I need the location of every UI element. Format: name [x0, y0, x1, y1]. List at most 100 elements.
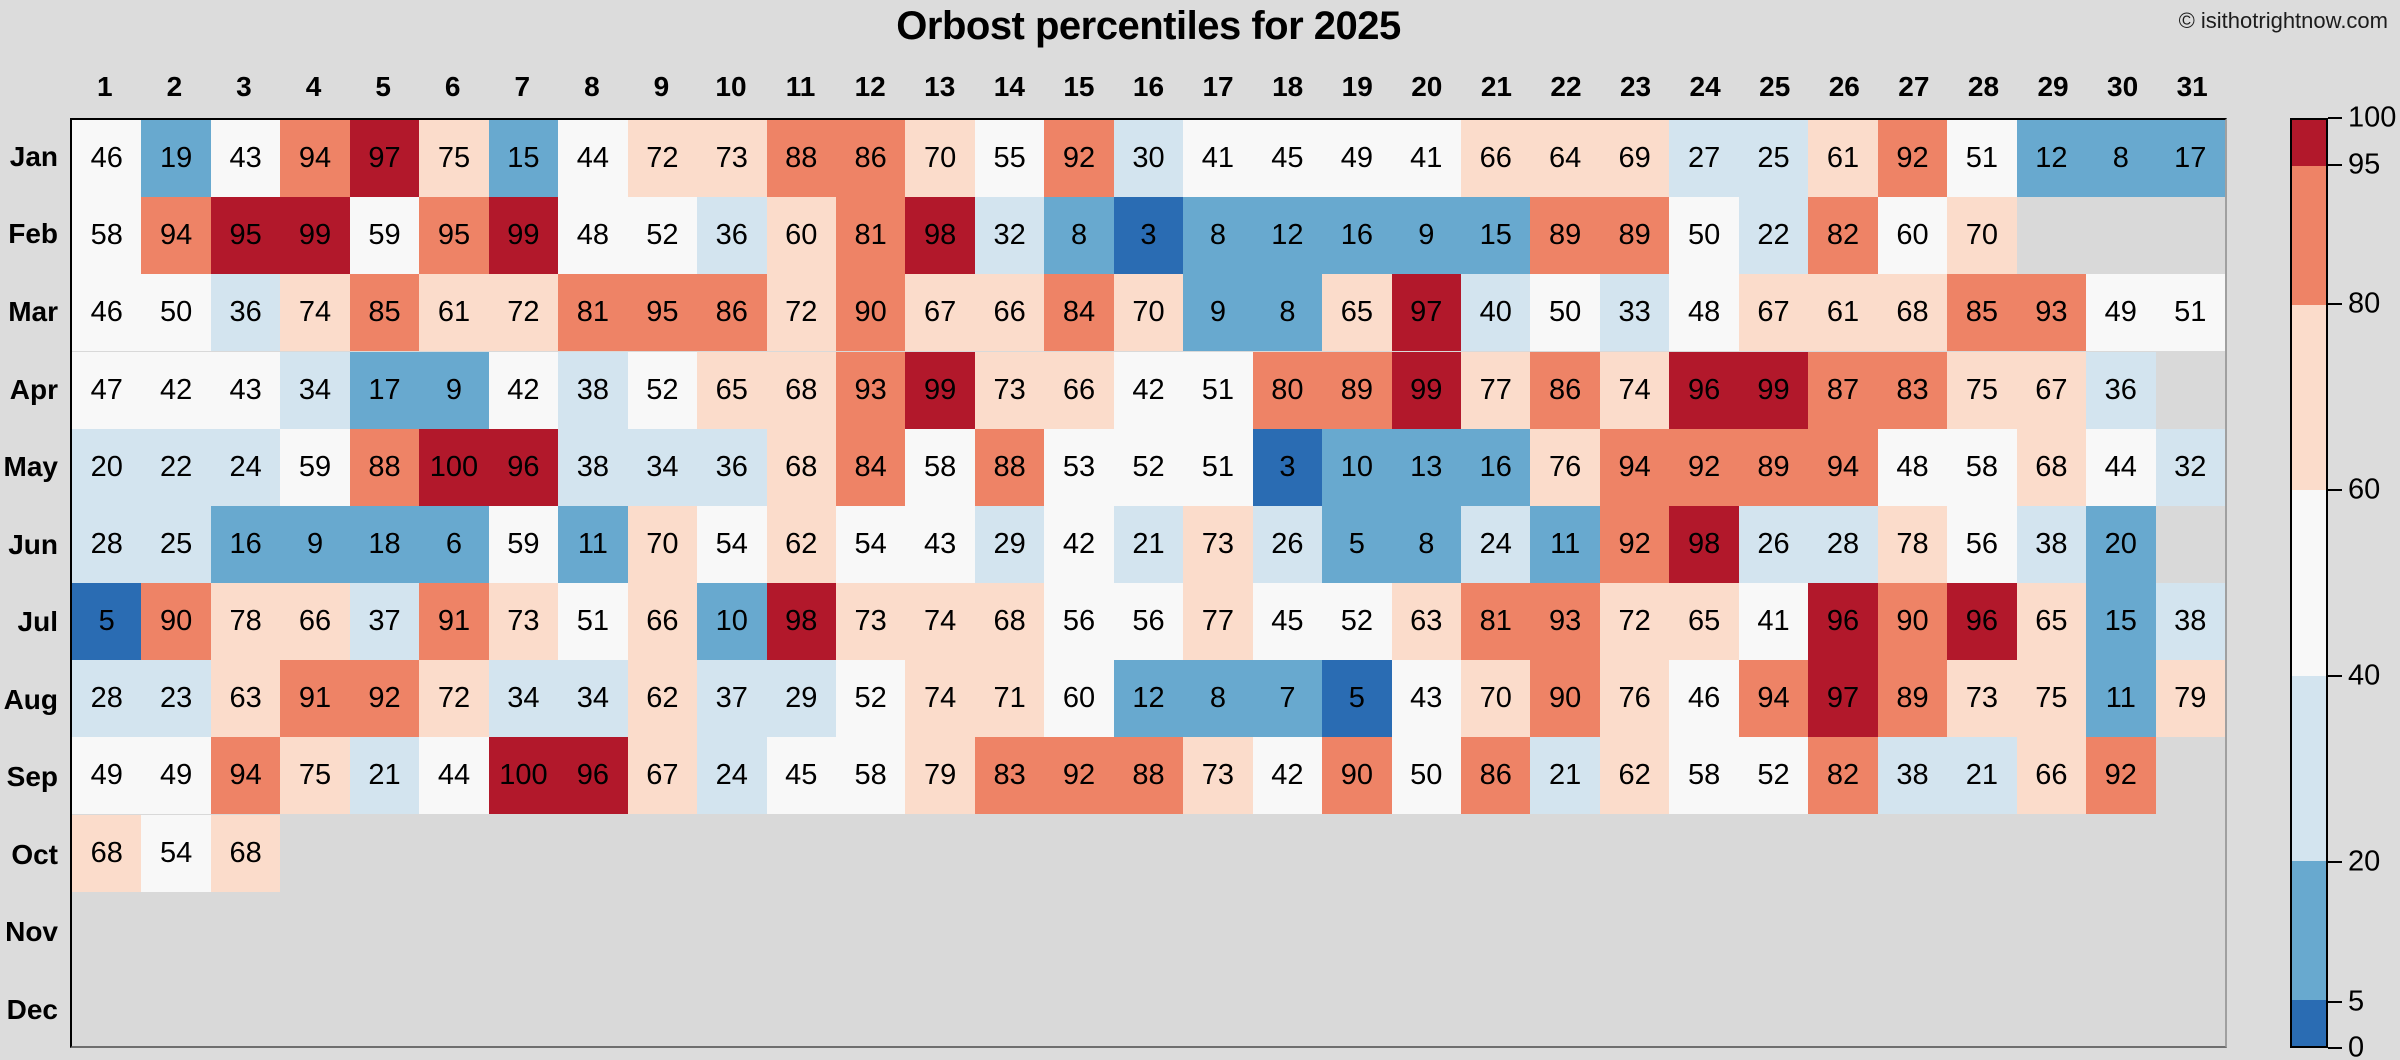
colorbar-tick-label: 60	[2348, 473, 2381, 506]
day-header: 18	[1272, 71, 1304, 102]
heatmap-cell: 45	[766, 737, 836, 815]
heatmap-cell: 12	[2016, 120, 2087, 198]
heatmap-cell: 98	[1669, 505, 1739, 583]
heatmap-cell: 89	[1322, 351, 1392, 429]
heatmap-cell: 70	[1461, 660, 1531, 738]
heatmap-cell: 88	[1113, 737, 1184, 815]
heatmap-cell: 74	[1599, 351, 1670, 429]
heatmap-cell: 48	[558, 197, 628, 275]
heatmap-cell: 72	[766, 274, 836, 352]
colorbar-tick-label: 40	[2348, 659, 2381, 692]
heatmap-cell: 53	[1044, 428, 1114, 506]
heatmap-cell: 99	[280, 197, 350, 275]
heatmap-cell: 79	[905, 737, 975, 815]
heatmap-cell: 93	[2016, 274, 2087, 352]
heatmap-cell: 85	[349, 274, 420, 352]
heatmap-cell: 79	[2155, 660, 2225, 738]
heatmap-cell: 68	[2016, 428, 2087, 506]
day-header: 24	[1689, 71, 1721, 102]
heatmap-cell: 36	[210, 274, 281, 352]
day-header: 26	[1828, 71, 1860, 102]
heatmap-cell: 41	[1738, 583, 1809, 661]
heatmap-cell: 45	[1252, 583, 1323, 661]
heatmap-cell: 52	[1322, 583, 1392, 661]
heatmap-cell: 73	[1947, 660, 2017, 738]
heatmap-cell: 63	[210, 660, 281, 738]
heatmap-cell: 36	[2086, 351, 2156, 429]
heatmap-cell: 51	[2155, 274, 2225, 352]
heatmap-cell: 66	[974, 274, 1045, 352]
heatmap-cell: 91	[280, 660, 350, 738]
colorbar-tick	[2328, 1000, 2342, 1003]
colorbar-tick-labels: 0 5 20 40 60 80 95 100	[2328, 102, 2400, 1060]
colorbar-tick	[2328, 675, 2342, 677]
month-label: Apr	[9, 373, 58, 405]
day-header: 14	[993, 71, 1025, 102]
heatmap-cell: 94	[1808, 428, 1878, 506]
colorbar-tick	[2328, 861, 2342, 863]
heatmap-cell: 74	[280, 274, 350, 352]
heatmap-cell: 81	[835, 197, 906, 275]
heatmap-cell: 50	[141, 274, 211, 352]
heatmap-cell: 70	[1113, 274, 1184, 352]
heatmap-cell: 99	[905, 351, 975, 429]
heatmap-cell: 72	[419, 660, 489, 738]
heatmap-cell: 59	[280, 428, 350, 506]
heatmap-cell: 66	[627, 583, 698, 661]
heatmap-cell: 66	[2016, 737, 2087, 815]
colorbar-segment	[2292, 166, 2326, 306]
day-header: 4	[305, 71, 322, 102]
heatmap-cell: 88	[974, 428, 1045, 506]
heatmap-cell: 17	[349, 351, 420, 429]
month-label: Feb	[8, 218, 58, 250]
heatmap-cell: 52	[835, 660, 906, 738]
heatmap-cell: 10	[697, 583, 767, 661]
colorbar	[2290, 118, 2328, 1048]
heatmap-cell: 62	[627, 660, 698, 738]
heatmap-cell: 15	[2086, 583, 2156, 661]
heatmap-cell: 90	[141, 583, 211, 661]
heatmap-cell: 68	[210, 814, 281, 892]
colorbar-segment	[2292, 120, 2326, 167]
heatmap-cell: 95	[627, 274, 698, 352]
heatmap-cell: 69	[1599, 120, 1670, 198]
heatmap-cell: 70	[905, 120, 975, 198]
day-header: 7	[514, 71, 531, 102]
heatmap-cell: 51	[1947, 120, 2017, 198]
heatmap-cell: 18	[349, 505, 420, 583]
heatmap-cell: 86	[1461, 737, 1531, 815]
heatmap-cell: 3	[1113, 197, 1184, 275]
heatmap-cell: 45	[1252, 120, 1323, 198]
heatmap-cell: 94	[1599, 428, 1670, 506]
heatmap-cell: 80	[1252, 351, 1323, 429]
day-header: 11	[785, 71, 816, 102]
heatmap-cell: 78	[210, 583, 281, 661]
heatmap-cell: 96	[1808, 583, 1878, 661]
heatmap-cell: 58	[905, 428, 975, 506]
day-header: 22	[1550, 71, 1582, 102]
heatmap-cell: 42	[141, 351, 211, 429]
heatmap-cell: 8	[1252, 274, 1323, 352]
heatmap-cell: 42	[1113, 351, 1184, 429]
heatmap-cell: 47	[72, 351, 142, 429]
day-header: 9	[653, 71, 670, 102]
heatmap-cell: 94	[1738, 660, 1809, 738]
heatmap-cell: 59	[488, 505, 559, 583]
heatmap-cell: 20	[2086, 505, 2156, 583]
colorbar-tick	[2328, 303, 2342, 305]
heatmap-cell: 36	[697, 428, 767, 506]
month-label: Jan	[9, 141, 58, 172]
colorbar-tick-label: 5	[2348, 985, 2365, 1017]
heatmap-cell: 72	[627, 120, 698, 198]
heatmap-cell: 90	[835, 274, 906, 352]
heatmap-cell: 29	[974, 505, 1045, 583]
heatmap-cell: 11	[2086, 660, 2156, 738]
day-header: 17	[1202, 71, 1234, 102]
month-label: Jun	[8, 528, 58, 560]
heatmap-cell: 95	[210, 197, 281, 275]
day-header: 6	[444, 71, 461, 102]
heatmap-cell: 67	[905, 274, 975, 352]
day-header: 31	[2176, 71, 2208, 102]
colorbar-tick-label: 95	[2348, 148, 2381, 180]
